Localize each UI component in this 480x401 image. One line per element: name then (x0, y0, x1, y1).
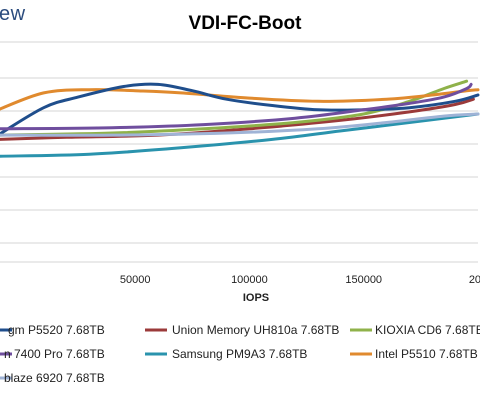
legend: gm P5520 7.68TB Union Memory UH810a 7.68T… (0, 323, 480, 385)
series-line-0 (0, 97, 475, 141)
series-line-5 (0, 82, 473, 131)
x-tick-label: 100000 (231, 274, 268, 286)
x-tick-label: 150000 (345, 274, 382, 286)
x-axis-title: IOPS (243, 292, 269, 304)
legend-label: n 7400 Pro 7.68TB (4, 347, 105, 361)
x-tick-labels: 50000 100000 150000 200 (120, 274, 480, 286)
series-line-1 (0, 79, 469, 137)
x-tick-label: 50000 (120, 274, 151, 286)
legend-label: Intel P5510 7.68TB (375, 347, 478, 361)
x-tick-label: 200 (469, 274, 480, 286)
legend-label: Samsung PM9A3 7.68TB (172, 347, 307, 361)
legend-label: Union Memory UH810a 7.68TB (172, 323, 339, 337)
series-line-4 (0, 82, 480, 136)
series-lines (0, 79, 480, 158)
series-line-3 (0, 88, 480, 111)
legend-label: blaze 6920 7.68TB (4, 371, 105, 385)
brand-logo: ew (0, 3, 26, 25)
series-line-6 (0, 112, 480, 137)
legend-label: gm P5520 7.68TB (8, 323, 105, 337)
series-line-2 (0, 112, 480, 158)
chart-title: VDI-FC-Boot (188, 13, 302, 34)
legend-label: KIOXIA CD6 7.68TB (375, 323, 480, 337)
gridlines (0, 41, 478, 263)
